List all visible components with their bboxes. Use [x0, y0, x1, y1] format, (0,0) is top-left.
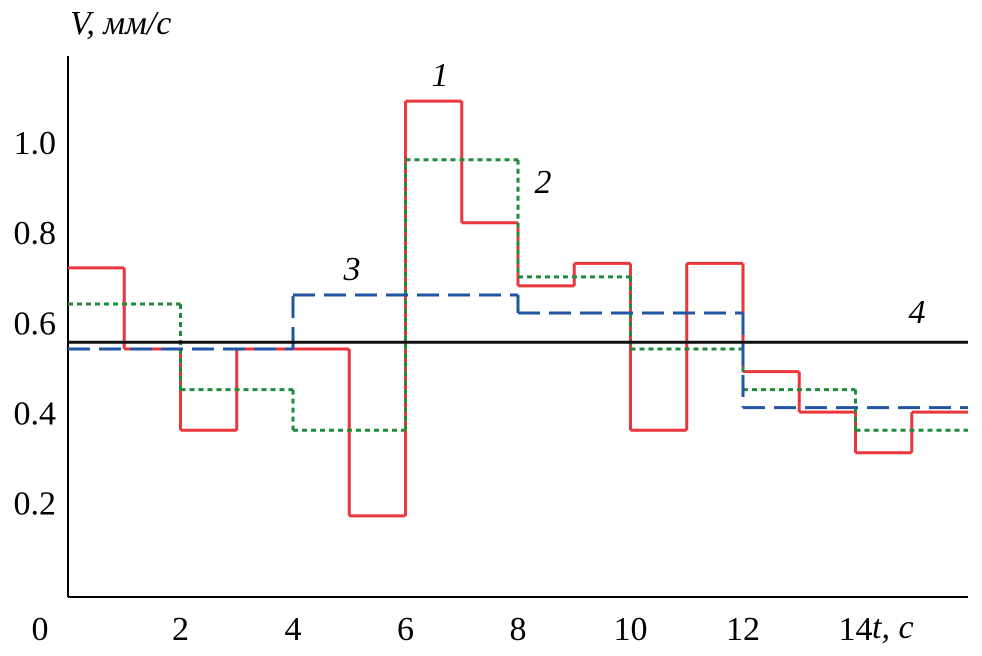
- x-axis-label: t, с: [872, 609, 914, 646]
- x-tick-label: 10: [614, 611, 648, 648]
- y-tick-label: 1.0: [14, 125, 57, 162]
- x-tick-label: 0: [32, 611, 49, 648]
- x-tick-label: 12: [726, 611, 760, 648]
- y-tick-label: 0.4: [14, 395, 57, 432]
- x-tick-label: 2: [172, 611, 189, 648]
- y-tick-label: 0.6: [14, 305, 57, 342]
- y-tick-label: 0.2: [14, 486, 57, 523]
- y-axis-label: V, мм/с: [70, 5, 171, 42]
- x-tick-label: 14: [839, 611, 873, 648]
- series-label: 3: [343, 251, 361, 288]
- series-label: 2: [535, 164, 552, 201]
- x-tick-label: 4: [285, 611, 302, 648]
- x-tick-label: 8: [510, 611, 527, 648]
- y-tick-label: 0.8: [14, 215, 57, 252]
- series-label: 1: [432, 57, 449, 94]
- series-label: 4: [909, 294, 926, 331]
- x-tick-label: 6: [397, 611, 414, 648]
